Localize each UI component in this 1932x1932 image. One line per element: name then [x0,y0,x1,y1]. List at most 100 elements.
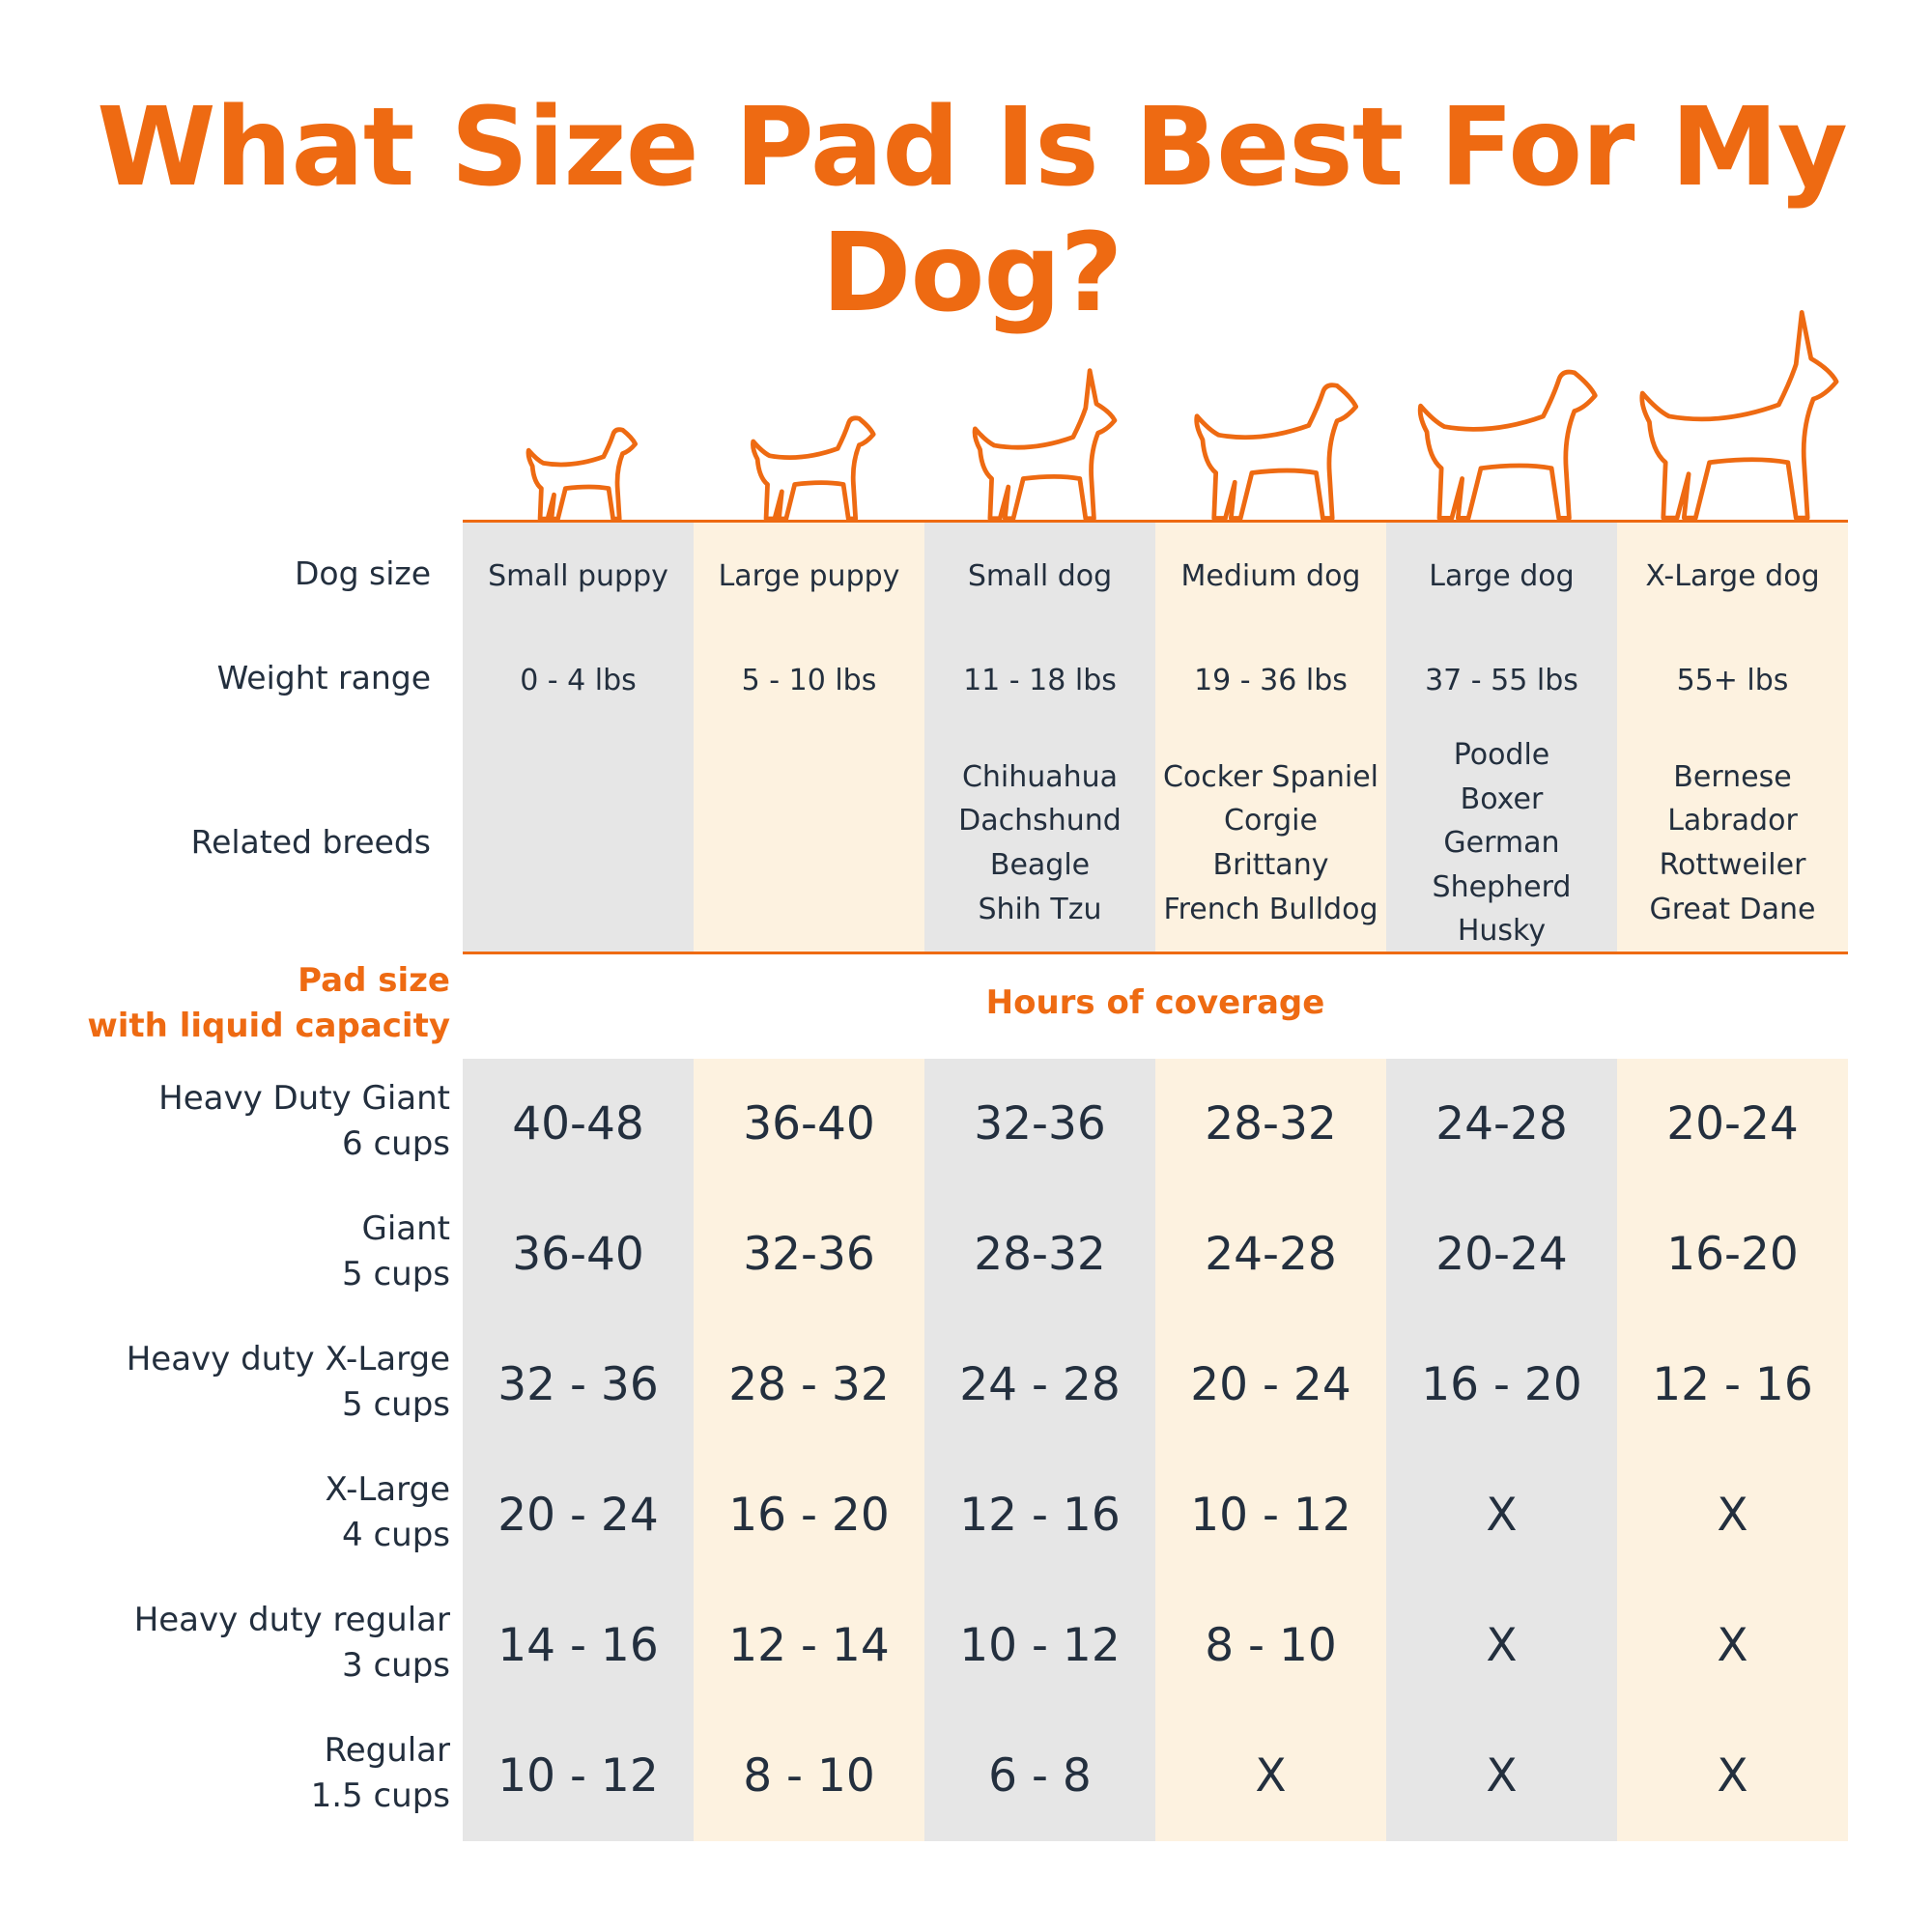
hours-cell: 12 - 16 [959,1489,1121,1542]
breed-name: Cocker Spaniel [1162,759,1379,794]
hours-cell: X [1717,1619,1748,1672]
breed-name: Shih Tzu [978,892,1102,926]
pad-size-label-line1: Pad size [298,961,450,1000]
x-large-dog-icon [1639,310,1839,521]
breed-name: Brittany [1212,848,1329,882]
weight-range-label: 11 - 18 lbs [963,664,1117,697]
breed-name: Rottweiler [1659,848,1806,882]
weight-range-label: 37 - 55 lbs [1425,664,1578,697]
hours-cell: 10 - 12 [959,1619,1121,1672]
hours-cell: 20-24 [1435,1228,1568,1281]
column-data-bg [1617,1059,1848,1841]
pad-size-label: Pad size with liquid capacity [87,958,450,1049]
pad-size-label-line2: with liquid capacity [87,1007,450,1045]
breed-name: Beagle [989,848,1091,882]
column-data-bg [694,1059,924,1841]
dog-size-label: Medium dog [1180,559,1361,593]
breed-name: German [1443,826,1560,861]
pad-capacity: 3 cups [342,1646,450,1685]
column-header-bg [1386,522,1617,952]
pad-row-label: Giant 5 cups [342,1207,450,1297]
breed-name: Boxer [1460,781,1544,816]
pad-row-label: Heavy duty regular 3 cups [134,1598,450,1689]
hours-cell: 20 - 24 [1190,1358,1351,1411]
hours-cell: X [1717,1749,1748,1803]
dog-size-label: X-Large dog [1645,559,1820,593]
column-header-bg [1155,522,1386,952]
dog-size-label: Large puppy [718,559,900,593]
dog-size-label: Large dog [1429,559,1575,593]
medium-dog-icon [1194,383,1359,521]
breed-name: Chihuahua [961,759,1119,794]
breed-name: Poodle [1453,738,1550,772]
hours-cell: 20 - 24 [497,1489,659,1542]
hours-cell: 16 - 20 [1421,1358,1582,1411]
column-header-bg [694,522,924,952]
column-header-bg [924,522,1155,952]
column-header-bg [463,522,694,952]
pad-row-label: Heavy Duty Giant 6 cups [158,1076,450,1167]
hours-cell: X [1486,1749,1518,1803]
hours-cell: X [1486,1489,1518,1542]
hours-cell: 28-32 [974,1228,1106,1281]
hours-cell: X [1717,1489,1748,1542]
pad-name: Giant [361,1209,450,1248]
weight-range-label: 5 - 10 lbs [741,664,877,697]
page-title: What Size Pad Is Best For My Dog? [97,85,1848,336]
pad-row-label: Regular 1.5 cups [311,1728,450,1819]
dog-size-label: Small dog [967,559,1113,593]
middle-divider [463,952,1848,954]
breed-name: Dachshund [958,804,1122,838]
breed-name: Labrador [1667,804,1798,838]
hours-cell: 10 - 12 [497,1749,659,1803]
hours-cell: 16 - 20 [728,1489,890,1542]
hours-cell: 24 - 28 [959,1358,1121,1411]
row-label-related-breeds: Related breeds [190,823,431,861]
row-label-weight-range: Weight range [216,659,431,696]
hours-cell: 8 - 10 [743,1749,875,1803]
pad-name: X-Large [325,1470,450,1509]
hours-cell: 40-48 [512,1097,644,1151]
hours-of-coverage-label: Hours of coverage [985,983,1325,1022]
pad-name: Heavy Duty Giant [158,1079,450,1118]
breed-name: Corgie [1224,804,1318,838]
breed-name: Shepherd [1432,869,1572,904]
hours-cell: 8 - 10 [1205,1619,1337,1672]
column-header-bg [1617,522,1848,952]
pad-name: Heavy duty regular [133,1601,450,1639]
breed-name: Bernese [1673,759,1792,794]
hours-cell: 36-40 [512,1228,644,1281]
hours-cell: 12 - 16 [1652,1358,1813,1411]
hours-cell: 16-20 [1666,1228,1799,1281]
small-dog-icon [972,368,1118,521]
pad-row-label: X-Large 4 cups [325,1467,450,1558]
pad-capacity: 5 cups [342,1385,450,1424]
weight-range-label: 19 - 36 lbs [1194,664,1348,697]
hours-cell: 32-36 [743,1228,875,1281]
hours-cell: 10 - 12 [1190,1489,1351,1542]
large-puppy-icon [751,415,876,521]
hours-cell: 24-28 [1435,1097,1568,1151]
hours-cell: 12 - 14 [728,1619,890,1672]
column-data-bg [1155,1059,1386,1841]
hours-cell: 6 - 8 [988,1749,1092,1803]
weight-range-label: 55+ lbs [1676,664,1789,697]
pad-capacity: 4 cups [342,1516,450,1554]
column-data-bg [924,1059,1155,1841]
large-dog-icon [1417,369,1598,521]
dog-size-label: Small puppy [488,559,668,593]
pad-capacity: 1.5 cups [310,1776,450,1815]
hours-cell: 36-40 [743,1097,875,1151]
hours-cell: 28 - 32 [728,1358,890,1411]
pad-row-label: Heavy duty X-Large 5 cups [127,1337,450,1428]
row-label-dog-size: Dog size [294,554,431,592]
top-divider [463,520,1848,523]
breed-name: Great Dane [1649,892,1816,926]
hours-cell: 20-24 [1666,1097,1799,1151]
column-data-bg [463,1059,694,1841]
hours-cell: 32 - 36 [497,1358,659,1411]
column-data-bg [1386,1059,1617,1841]
pad-capacity: 6 cups [342,1124,450,1163]
hours-cell: X [1255,1749,1287,1803]
hours-cell: 32-36 [974,1097,1106,1151]
